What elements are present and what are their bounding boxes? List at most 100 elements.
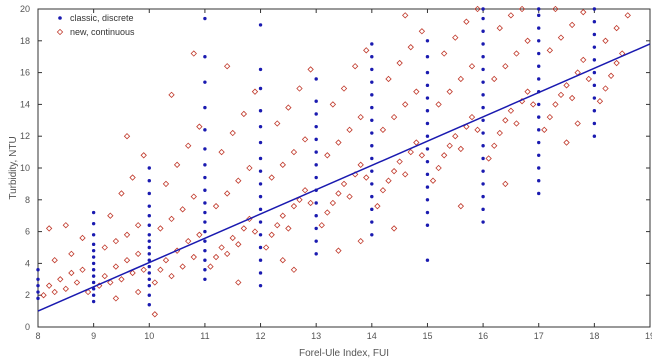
classic-discrete-point xyxy=(147,283,151,288)
classic-discrete-point xyxy=(91,233,96,237)
new-continuous-point xyxy=(563,82,570,89)
classic-discrete-point xyxy=(370,144,374,148)
new-continuous-point xyxy=(507,12,515,19)
new-continuous-point xyxy=(45,225,53,232)
new-continuous-point xyxy=(468,63,476,70)
new-continuous-point xyxy=(513,120,520,127)
new-continuous-point xyxy=(129,269,136,277)
new-continuous-point xyxy=(79,266,86,273)
new-continuous-point xyxy=(518,5,526,13)
x-tick-label: 12 xyxy=(256,331,266,341)
classic-discrete-point xyxy=(592,58,597,62)
classic-discrete-point xyxy=(370,156,374,161)
y-tick-label: 16 xyxy=(20,68,30,78)
classic-discrete-point xyxy=(203,277,207,281)
classic-discrete-point xyxy=(147,277,151,281)
classic-discrete-point xyxy=(425,134,430,138)
classic-discrete-point xyxy=(314,163,318,167)
classic-discrete-point xyxy=(203,220,207,224)
classic-discrete-point xyxy=(370,80,374,84)
classic-discrete-point xyxy=(203,258,207,262)
classic-discrete-point xyxy=(481,105,485,110)
classic-discrete-point xyxy=(481,118,485,123)
new-continuous-point xyxy=(296,196,303,203)
classic-discrete-point xyxy=(91,299,96,304)
new-continuous-point xyxy=(329,199,337,207)
new-continuous-point xyxy=(457,75,465,83)
classic-discrete-point xyxy=(425,39,430,43)
classic-discrete-point xyxy=(481,93,485,97)
classic-discrete-point xyxy=(203,175,207,180)
classic-discrete-point xyxy=(258,140,263,145)
classic-discrete-point xyxy=(425,258,430,262)
new-continuous-point xyxy=(274,120,281,127)
y-tick-label: 14 xyxy=(20,99,30,109)
classic-discrete-point xyxy=(91,280,96,285)
new-continuous-point xyxy=(318,222,325,229)
new-continuous-point xyxy=(118,190,125,197)
classic-discrete-point xyxy=(36,268,40,272)
new-continuous-point xyxy=(307,199,314,207)
classic-discrete-point xyxy=(481,220,485,224)
classic-discrete-point xyxy=(425,223,430,227)
classic-discrete-point xyxy=(314,99,318,103)
classic-discrete-point xyxy=(258,271,263,275)
new-continuous-point xyxy=(268,174,275,181)
legend-label-classic: classic, discrete xyxy=(70,13,134,23)
new-continuous-point xyxy=(57,276,64,283)
classic-discrete-point xyxy=(370,131,374,135)
new-continuous-point xyxy=(262,244,270,251)
classic-discrete-point xyxy=(314,201,318,205)
new-continuous-point xyxy=(123,231,131,238)
new-continuous-point xyxy=(157,225,164,232)
classic-discrete-point xyxy=(314,226,318,231)
new-continuous-point xyxy=(229,129,236,137)
classic-discrete-point xyxy=(425,96,430,100)
y-axis-title: Turbidity, NTU xyxy=(8,136,19,199)
new-continuous-point xyxy=(223,63,231,70)
y-tick-label: 6 xyxy=(25,227,30,237)
new-continuous-point xyxy=(379,126,387,134)
classic-discrete-point xyxy=(147,223,151,227)
new-continuous-point xyxy=(363,47,370,54)
new-continuous-point xyxy=(324,152,331,159)
classic-discrete-point xyxy=(91,268,96,272)
new-continuous-point xyxy=(251,88,259,95)
new-continuous-point xyxy=(190,193,197,200)
new-continuous-point xyxy=(335,190,342,197)
plot-frame xyxy=(37,8,651,328)
classic-discrete-point xyxy=(258,169,263,173)
new-continuous-point xyxy=(212,253,220,261)
new-continuous-point xyxy=(140,152,147,159)
classic-discrete-point xyxy=(537,51,541,56)
axes: 8 9 10 11 12 13 14 15 16 17 18 19 0 2 4 6 8 10 12 14 16 18 20 xyxy=(20,4,652,341)
classic-discrete-point xyxy=(147,214,151,218)
new-continuous-point xyxy=(385,177,392,184)
new-continuous-point xyxy=(134,250,142,258)
new-continuous-point xyxy=(168,91,175,99)
classic-discrete-point xyxy=(592,70,597,75)
new-continuous-point xyxy=(452,34,459,41)
new-continuous-point xyxy=(546,47,554,54)
new-continuous-point xyxy=(429,177,437,184)
new-continuous-point xyxy=(524,37,531,44)
classic-discrete-point xyxy=(258,220,263,224)
new-continuous-point xyxy=(574,120,581,127)
classic-discrete-point xyxy=(592,134,597,138)
new-continuous-point xyxy=(118,276,125,283)
x-tick-label: 18 xyxy=(589,331,599,341)
classic-discrete-point xyxy=(481,29,485,33)
classic-discrete-point xyxy=(314,252,318,256)
new-continuous-point xyxy=(346,126,353,134)
classic-discrete-point xyxy=(370,220,374,224)
y-tick-label: 20 xyxy=(20,4,30,14)
classic-discrete-point xyxy=(203,239,207,243)
x-tick-label: 9 xyxy=(91,331,96,341)
new-continuous-point xyxy=(179,263,186,270)
classic-discrete-point xyxy=(203,105,207,110)
new-continuous-point xyxy=(168,272,175,280)
new-continuous-point xyxy=(402,101,409,108)
legend-label-new: new, continuous xyxy=(70,27,135,37)
new-continuous-point xyxy=(491,75,498,83)
classic-discrete-point xyxy=(147,239,151,243)
